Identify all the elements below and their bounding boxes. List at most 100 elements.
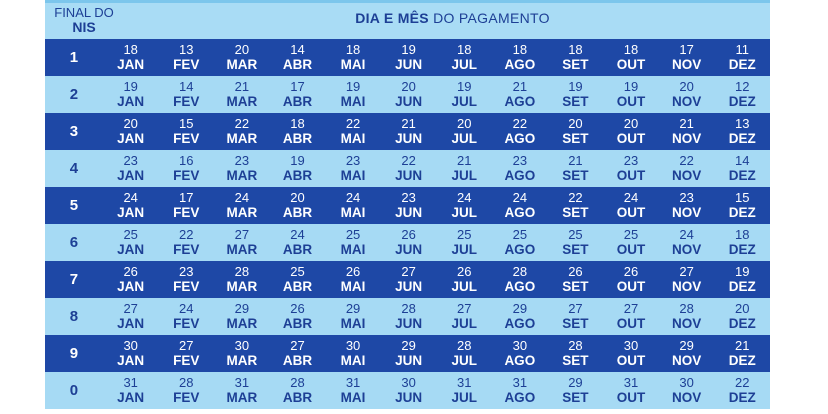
payment-date-cell: 23 JAN [103, 150, 159, 187]
payment-date-cell: 27 FEV [158, 335, 214, 372]
payment-month: MAI [340, 242, 366, 257]
table-row: 1 18 JAN 13 FEV 20 MAR 14 ABR 18 MAI 19 JUN 18 JUL 18 AG… [45, 39, 770, 76]
table-row: 6 25 JAN 22 FEV 27 MAR 24 ABR 25 MAI 26 JUN 25 JUL 25 AG… [45, 224, 770, 261]
payment-day: 29 [401, 338, 416, 353]
payment-month: AGO [504, 242, 536, 257]
table-row: 2 19 JAN 14 FEV 21 MAR 17 ABR 19 MAI 20 JUN 19 JUL 21 AG… [45, 76, 770, 113]
payment-date-cell: 14 DEZ [714, 150, 770, 187]
payment-month: NOV [671, 168, 702, 183]
payment-month: NOV [671, 242, 702, 257]
payment-date-cell: 24 JUL [436, 187, 492, 224]
payment-month: MAR [226, 205, 258, 220]
payment-day: 24 [457, 190, 472, 205]
payment-month: AGO [504, 316, 536, 331]
payment-date-cell: 25 JUL [436, 224, 492, 261]
payment-day: 26 [623, 264, 639, 279]
payment-day: 20 [623, 116, 639, 131]
payment-day: 24 [623, 190, 639, 205]
table-row: 4 23 JAN 16 FEV 23 MAR 19 ABR 23 MAI 22 JUN 21 JUL 23 AG… [45, 150, 770, 187]
payment-day: 18 [457, 42, 472, 57]
payment-day: 31 [234, 375, 250, 390]
payment-month: JUN [395, 242, 423, 257]
payment-month: FEV [173, 353, 200, 368]
payment-day: 28 [401, 301, 416, 316]
payment-day: 22 [234, 116, 250, 131]
payment-date-cell: 24 MAR [214, 187, 270, 224]
payment-month: JAN [117, 205, 145, 220]
payment-day: 23 [401, 190, 416, 205]
payment-day: 27 [123, 301, 138, 316]
payment-date-cell: 29 NOV [659, 335, 715, 372]
payment-day: 14 [179, 79, 194, 94]
payment-day: 27 [679, 264, 694, 279]
payment-day: 18 [623, 42, 639, 57]
payment-day: 30 [401, 375, 416, 390]
payment-date-cell: 26 SET [548, 261, 604, 298]
payment-month: MAR [226, 390, 258, 405]
payment-month: OUT [616, 353, 646, 368]
payment-month: JUL [451, 279, 477, 294]
payment-month: NOV [671, 205, 702, 220]
payment-day: 18 [123, 42, 138, 57]
payment-day: 30 [123, 338, 138, 353]
payment-date-cell: 19 JUN [381, 39, 437, 76]
payment-month: FEV [173, 168, 200, 183]
payment-month: JUL [451, 353, 477, 368]
payment-day: 27 [457, 301, 472, 316]
payment-month: DEZ [728, 94, 756, 109]
payment-day: 24 [345, 190, 361, 205]
payment-month: JUN [395, 279, 423, 294]
payment-day: 20 [679, 79, 694, 94]
payment-day: 19 [623, 79, 639, 94]
payment-month: JUN [395, 390, 423, 405]
payment-date-cell: 28 JUN [381, 298, 437, 335]
payment-day: 24 [679, 227, 694, 242]
payment-month: OUT [616, 57, 646, 72]
payment-date-cell: 24 NOV [659, 224, 715, 261]
payment-date-cell: 28 JUL [436, 335, 492, 372]
payment-day: 16 [179, 153, 194, 168]
payment-month: OUT [616, 131, 646, 146]
payment-day: 31 [345, 375, 361, 390]
payment-month: SET [562, 57, 589, 72]
payment-date-cell: 11 DEZ [714, 39, 770, 76]
payment-month: DEZ [728, 57, 756, 72]
nis-final-digit: 4 [69, 160, 79, 177]
payment-month: MAI [340, 168, 366, 183]
payment-month: NOV [671, 279, 702, 294]
payment-day: 27 [401, 264, 416, 279]
payment-date-cell: 18 ABR [270, 113, 326, 150]
payment-month: JAN [117, 242, 145, 257]
payment-month: FEV [173, 242, 200, 257]
payment-month: ABR [282, 353, 313, 368]
payment-day: 25 [512, 227, 528, 242]
payment-day: 18 [734, 227, 750, 242]
payment-month: ABR [282, 316, 313, 331]
payment-day: 23 [512, 153, 528, 168]
payment-date-cell: 21 JUN [381, 113, 437, 150]
payment-date-cell: 19 SET [548, 76, 604, 113]
payment-day: 17 [179, 190, 194, 205]
payment-month: NOV [671, 353, 702, 368]
payment-date-cell: 19 DEZ [714, 261, 770, 298]
payment-date-cell: 23 OUT [603, 150, 659, 187]
payment-day: 26 [290, 301, 305, 316]
payment-date-cell: 31 JUL [436, 372, 492, 409]
payment-date-cell: 27 JUN [381, 261, 437, 298]
payment-month: SET [562, 94, 589, 109]
payment-day: 19 [401, 42, 416, 57]
payment-day: 30 [512, 338, 528, 353]
payment-day: 29 [512, 301, 528, 316]
payment-month: MAI [340, 57, 366, 72]
payment-month: OUT [616, 205, 646, 220]
payment-date-cell: 29 MAI [325, 298, 381, 335]
payment-date-cell: 22 MAI [325, 113, 381, 150]
nis-header-line1: FINAL DO [54, 5, 114, 20]
payment-month: JUL [451, 57, 477, 72]
payment-date-cell: 22 NOV [659, 150, 715, 187]
payment-date-cell: 20 ABR [270, 187, 326, 224]
payment-day: 27 [290, 338, 305, 353]
payment-month: FEV [173, 390, 200, 405]
payment-date-cell: 28 AGO [492, 261, 548, 298]
payment-day: 31 [623, 375, 639, 390]
